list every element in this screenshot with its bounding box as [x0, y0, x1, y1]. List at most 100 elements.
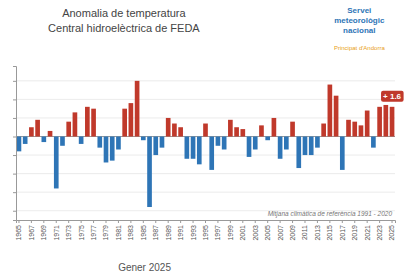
bar: [166, 118, 171, 137]
bar: [383, 105, 388, 137]
x-tick-mark: [230, 220, 231, 223]
bar: [17, 137, 22, 152]
reference-label: Mitjana climàtica de referència 1991 - 2…: [268, 210, 393, 218]
x-tick-mark: [242, 220, 243, 223]
bar: [371, 137, 376, 148]
y-tick-mark: [13, 137, 16, 138]
x-tick-mark: [255, 220, 256, 223]
x-tick-mark: [81, 220, 82, 223]
bar: [178, 127, 183, 136]
x-tick-mark: [317, 220, 318, 223]
bar: [259, 125, 264, 136]
bar: [197, 137, 202, 165]
x-tick: 1989: [165, 220, 172, 241]
bar: [203, 124, 208, 137]
x-tick-mark: [193, 220, 194, 223]
y-tick: [13, 137, 16, 138]
x-tick: 1973: [65, 220, 72, 241]
x-tick: 2023: [376, 220, 383, 241]
bar: [377, 107, 382, 137]
x-tick-mark: [329, 220, 330, 223]
bar: [278, 137, 283, 159]
y-tick: [13, 211, 16, 212]
x-tick-label: 1967: [28, 225, 35, 241]
x-tick-label: 1997: [214, 225, 221, 241]
bar: [216, 137, 221, 146]
x-tick: 2003: [252, 220, 259, 241]
grid: [16, 81, 395, 211]
x-tick-label: 1989: [165, 225, 172, 241]
x-tick-mark: [106, 220, 107, 223]
x-tick-mark: [68, 220, 69, 223]
bar: [97, 137, 102, 148]
bar: [153, 137, 158, 156]
x-tick-mark: [354, 220, 355, 223]
x-tick: 2007: [277, 220, 284, 241]
bar: [48, 131, 53, 137]
x-tick-label: 2025: [388, 225, 395, 241]
x-tick-mark: [93, 220, 94, 223]
x-tick-mark: [155, 220, 156, 223]
bar: [359, 125, 364, 136]
y-tick-mark: [13, 99, 16, 100]
x-tick: 1971: [53, 220, 60, 241]
x-tick: 1995: [202, 220, 209, 241]
x-tick-mark: [180, 220, 181, 223]
bar: [240, 129, 245, 136]
x-tick: 1975: [78, 220, 85, 241]
x-tick: 1991: [177, 220, 184, 241]
y-tick: [13, 99, 16, 100]
x-tick-label: 2003: [252, 225, 259, 241]
y-axis-line: [13, 67, 17, 221]
x-tick: 2013: [314, 220, 321, 241]
x-tick-label: 1965: [15, 225, 22, 241]
bar: [284, 137, 289, 150]
x-tick: 2001: [239, 220, 246, 241]
bar: [222, 137, 227, 150]
bar: [122, 109, 127, 137]
x-tick: 1979: [102, 220, 109, 241]
x-tick-label: 2019: [351, 225, 358, 241]
x-tick: 1997: [214, 220, 221, 241]
bar: [253, 137, 258, 150]
x-tick-label: 1983: [127, 225, 134, 241]
bar: [54, 137, 59, 189]
bar: [346, 120, 351, 137]
bar: [79, 137, 84, 144]
x-tick: 1983: [127, 220, 134, 241]
y-tick-mark: [13, 211, 16, 212]
bar: [290, 122, 295, 137]
x-tick-mark: [205, 220, 206, 223]
bar: [141, 137, 146, 141]
x-tick: 2017: [339, 220, 346, 241]
grid-line: [16, 155, 395, 156]
x-tick-label: 2015: [326, 225, 333, 241]
bar: [334, 96, 339, 137]
x-tick: 2019: [351, 220, 358, 241]
x-tick: 1967: [28, 220, 35, 241]
bar: [73, 112, 78, 136]
bar: [390, 107, 395, 137]
x-tick-mark: [143, 220, 144, 223]
bar: [247, 137, 252, 157]
bar: [104, 137, 109, 163]
x-tick: 1993: [190, 220, 197, 241]
x-tick-label: 1969: [40, 225, 47, 241]
bar: [352, 122, 357, 137]
x-tick: 1987: [152, 220, 159, 241]
x-tick-label: 1981: [115, 225, 122, 241]
grid-line: [16, 80, 395, 81]
bar: [272, 118, 277, 137]
bar: [315, 137, 320, 148]
logo-text: Servei: [347, 6, 371, 15]
bar: [160, 137, 165, 148]
x-tick-mark: [130, 220, 131, 223]
x-tick-mark: [217, 220, 218, 223]
bar: [129, 103, 134, 136]
x-tick-label: 1995: [202, 225, 209, 241]
bar: [91, 109, 96, 137]
bar: [321, 124, 326, 137]
y-tick-mark: [13, 155, 16, 156]
x-tick: 1981: [115, 220, 122, 241]
x-tick-mark: [43, 220, 44, 223]
